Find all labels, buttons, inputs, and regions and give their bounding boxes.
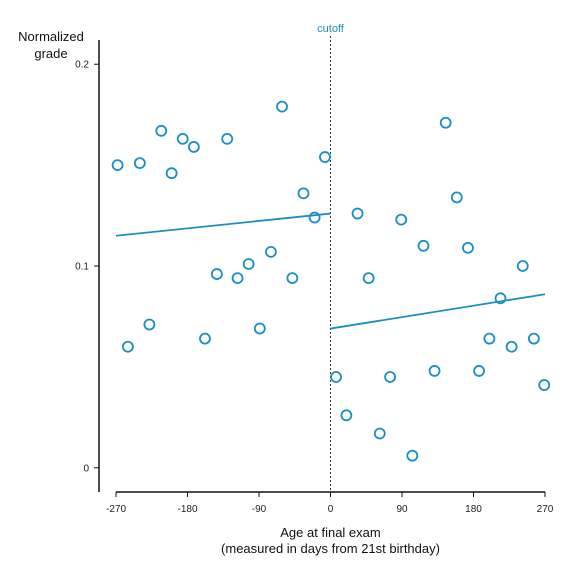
data-point [111, 159, 124, 172]
data-point [439, 116, 452, 129]
y-tick-label: 0.1 [75, 262, 89, 273]
data-point [384, 371, 396, 383]
data-point [187, 141, 200, 153]
data-point [450, 191, 463, 204]
data-point [516, 260, 529, 272]
data-point [527, 332, 540, 345]
data-point [165, 167, 178, 180]
data-point [319, 151, 331, 163]
data-point [122, 340, 134, 353]
data-point [330, 371, 342, 383]
data-point [340, 409, 353, 422]
data-point [483, 332, 496, 345]
data-point [210, 268, 223, 280]
x-tick-label: -270 [106, 504, 126, 515]
y-axis-label: Normalized grade [18, 29, 84, 61]
cutoff-marker: cutoff [317, 23, 345, 492]
x-axis-label-line: (measured in days from 21st birthday) [221, 541, 440, 556]
data-point [462, 241, 474, 254]
data-point [373, 427, 386, 440]
x-tick-label: -180 [177, 504, 197, 515]
data-point [297, 187, 310, 200]
fit-lines [115, 212, 546, 330]
data-point [538, 379, 551, 391]
data-point [473, 365, 485, 377]
data-point [265, 245, 277, 258]
data-point [253, 322, 266, 335]
axes: 0 0.1 0.2 -270 -180 -90 0 90 180 270 [75, 40, 554, 515]
data-point [276, 100, 288, 113]
y-axis-label-line: grade [34, 46, 67, 61]
data-point [428, 365, 441, 377]
x-tick-label: 90 [396, 504, 408, 515]
cutoff-label: cutoff [317, 23, 345, 35]
data-point [406, 449, 419, 462]
data-point [362, 272, 375, 285]
data-point [505, 340, 518, 353]
data-point [199, 332, 211, 345]
data-point [351, 207, 364, 220]
data-point [417, 239, 430, 252]
y-tick-label: 0 [83, 463, 89, 474]
data-point [395, 213, 408, 226]
x-tick-label: 270 [537, 504, 554, 515]
data-point [286, 272, 299, 285]
data-point [494, 292, 507, 305]
x-tick-label: 0 [328, 504, 334, 515]
fit-line [115, 212, 331, 237]
x-axis-label: Age at final exam(measured in days from … [221, 525, 440, 556]
data-point [143, 318, 156, 331]
data-point [155, 124, 168, 137]
x-tick-label: 180 [465, 504, 482, 515]
fit-line [330, 293, 546, 330]
data-point [176, 132, 189, 145]
data-point [133, 157, 146, 170]
data-point [231, 272, 244, 285]
data-point [308, 211, 321, 224]
x-tick-label: -90 [252, 504, 267, 515]
y-tick-label: 0.2 [75, 60, 89, 71]
x-axis-label-line: Age at final exam [280, 525, 380, 540]
data-point [221, 132, 234, 145]
y-axis-label-line: Normalized [18, 29, 84, 44]
data-point [242, 258, 255, 270]
data-points [111, 100, 551, 462]
